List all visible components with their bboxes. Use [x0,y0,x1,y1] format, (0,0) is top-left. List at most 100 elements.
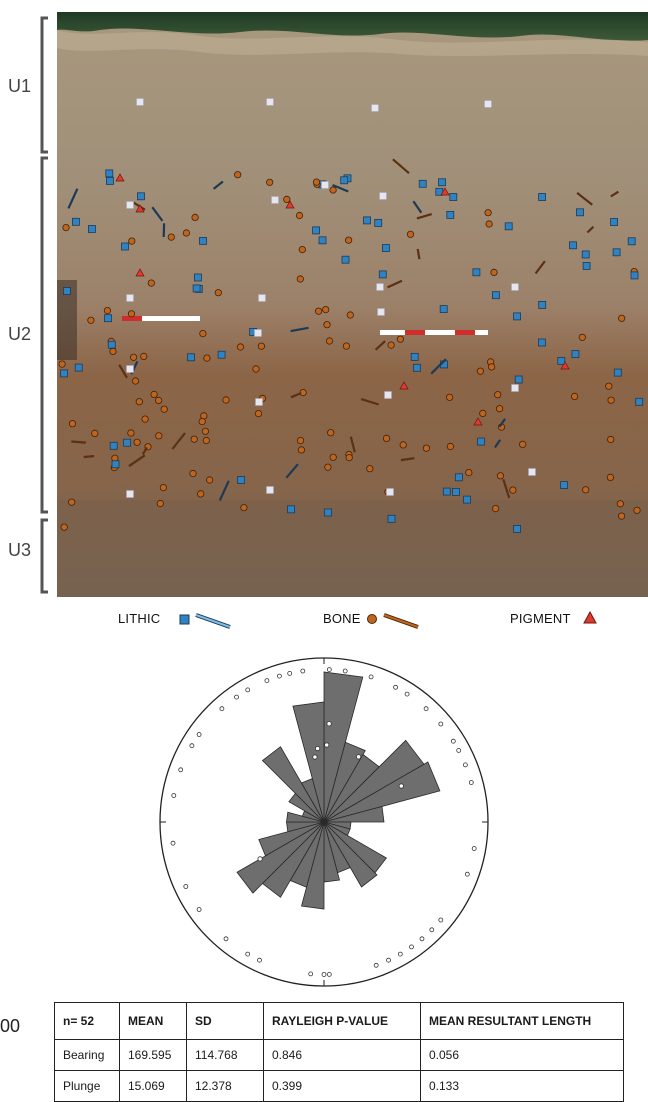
legend-label-lithic: LITHIC [118,611,160,626]
bone-marker [497,473,503,479]
lithic-marker [539,301,546,308]
cell-sd: 114.768 [187,1040,264,1071]
bone-marker [297,276,303,282]
rose-orientation-point [235,695,239,699]
rose-orientation-point [179,768,183,772]
rose-orientation-point [451,739,455,743]
rose-orientation-point [439,722,443,726]
bone-marker [88,317,94,323]
lithic-marker [577,209,584,216]
bone-marker [480,410,486,416]
bone-elongate-marker [84,456,94,457]
rose-orientation-point [410,945,414,949]
lithic-marker [63,288,70,295]
bone-marker [155,397,161,403]
bone-marker [59,361,65,367]
bone-marker [190,470,196,476]
header-rayleigh: RAYLEIGH P-VALUE [264,1003,421,1040]
bone-marker [299,246,305,252]
rose-orientation-point [184,885,188,889]
rose-orientation-point [197,908,201,912]
rose-orientation-point [301,669,305,673]
bone-marker [383,435,389,441]
bone-marker [495,392,501,398]
lithic-marker [464,496,471,503]
cell-mean: 169.595 [120,1040,187,1071]
rose-orientation-point [356,755,360,759]
bone-marker [130,354,136,360]
cell-mean: 15.069 [120,1071,187,1102]
bone-marker [237,344,243,350]
bone-marker [104,307,110,313]
bone-marker [388,342,394,348]
sample-tag-marker [485,101,492,108]
bone-marker [235,172,241,178]
lithic-marker [194,274,201,281]
unit-label-u1: U1 [8,76,31,96]
lithic-marker [613,249,620,256]
lithic-marker [325,509,332,516]
bone-marker [330,187,336,193]
sample-tag-marker [272,197,279,204]
bone-marker [607,474,613,480]
bone-marker [486,221,492,227]
legend-pigment-symbol [582,610,598,626]
lithic-marker [342,256,349,263]
rose-orientation-point [265,679,269,683]
bone-marker [284,196,290,202]
lithic-marker [636,398,643,405]
lithic-marker [538,339,545,346]
lithic-marker [450,194,457,201]
bone-marker [397,336,403,342]
bone-marker [477,368,483,374]
sample-tag-marker [127,202,134,209]
lithic-marker [319,237,326,244]
sample-tag-marker [377,284,384,291]
lithic-marker [447,211,454,218]
lithic-marker [106,170,113,177]
bone-marker [347,312,353,318]
rose-orientation-point [313,755,317,759]
bone-marker [446,394,452,400]
lithic-marker [478,438,485,445]
rose-orientation-point [246,688,250,692]
rose-orientation-point [327,668,331,672]
lithic-marker [75,364,82,371]
bone-marker [343,343,349,349]
bone-marker [346,454,352,460]
bone-marker [328,430,334,436]
rose-orientation-point [405,692,409,696]
rose-orientation-point [220,707,224,711]
rose-orientation-point [472,847,476,851]
bone-marker [583,487,589,493]
bone-marker [241,505,247,511]
bone-marker [110,348,116,354]
sample-tag-marker [127,295,134,302]
unit-label-u3: U3 [8,540,31,560]
rose-orientation-point [277,674,281,678]
bone-marker [313,179,319,185]
cell-rayleigh: 0.846 [264,1040,421,1071]
bone-marker [92,430,98,436]
lithic-marker [614,369,621,376]
rose-orientation-point [463,763,467,767]
cell-rayleigh: 0.399 [264,1071,421,1102]
unit-label-u2: U2 [8,324,31,344]
legend-lithic-symbols [178,610,234,632]
sample-tag-marker [387,489,394,496]
lithic-marker [411,353,418,360]
bone-marker [198,491,204,497]
lithic-marker [514,313,521,320]
bone-marker [168,234,174,240]
lithic-marker [515,376,522,383]
bone-marker [571,393,577,399]
rose-orientation-point [224,937,228,941]
lithic-marker [188,354,195,361]
stray-number-fragment: 00 [0,1016,20,1037]
rose-orientation-point [457,748,461,752]
rose-orientation-point [343,669,347,673]
header-mean-resultant-length: MEAN RESULTANT LENGTH [421,1003,624,1040]
rose-orientation-point [197,733,201,737]
bone-marker [496,406,502,412]
bone-marker [267,179,273,185]
